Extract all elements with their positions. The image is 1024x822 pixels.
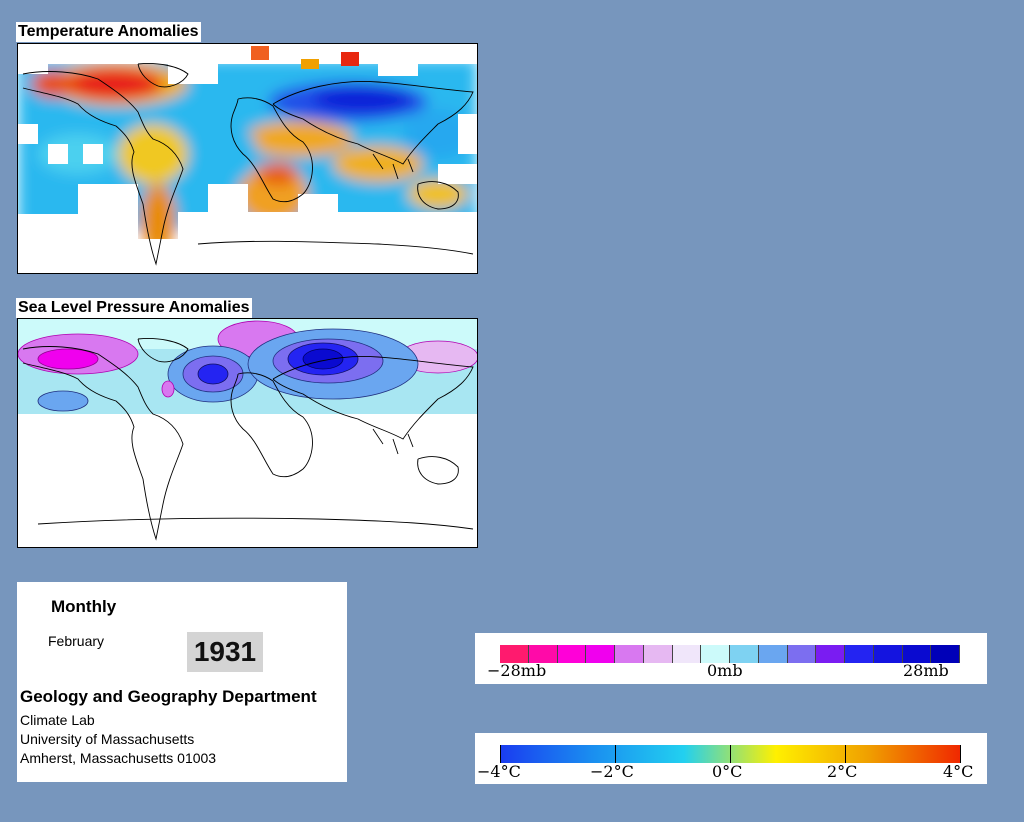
pressure-swatch — [816, 645, 845, 663]
pressure-swatch — [758, 645, 788, 663]
temperature-anomaly-map — [17, 43, 478, 274]
coastlines — [22, 338, 474, 541]
temperature-label-neg4: −4°C — [477, 762, 521, 781]
pressure-colorbar — [500, 645, 960, 663]
pressure-swatch — [615, 645, 644, 663]
temperature-label-2: 2°C — [827, 762, 858, 781]
pressure-swatch — [845, 645, 874, 663]
pressure-swatch — [500, 645, 529, 663]
address-label: Amherst, Massachusetts 01003 — [20, 750, 217, 766]
pressure-swatch — [902, 645, 932, 663]
lab-label: Climate Lab — [20, 712, 95, 728]
pressure-swatch — [643, 645, 673, 663]
pressure-swatch — [701, 645, 730, 663]
pressure-swatch — [672, 645, 702, 663]
pressure-swatch — [873, 645, 903, 663]
pressure-label-max: 28mb — [903, 661, 949, 680]
temperature-tick — [500, 745, 501, 763]
temperature-tick — [960, 745, 961, 763]
info-panel: Monthly February 1931 Geology and Geogra… — [17, 582, 347, 782]
pressure-map-title: Sea Level Pressure Anomalies — [16, 298, 252, 318]
pressure-swatch — [931, 645, 960, 663]
period-label: Monthly — [51, 597, 117, 616]
pressure-anomaly-map — [17, 318, 478, 548]
pressure-label-min: −28mb — [487, 661, 547, 680]
temperature-tick — [615, 745, 616, 763]
pressure-swatch — [787, 645, 817, 663]
temperature-label-neg2: −2°C — [590, 762, 634, 781]
pressure-swatch — [730, 645, 759, 663]
year-display: 1931 — [187, 632, 263, 672]
coastlines — [22, 63, 474, 266]
pressure-legend: −28mb 0mb 28mb — [475, 633, 987, 684]
pressure-swatch — [586, 645, 615, 663]
temperature-label-4: 4°C — [943, 762, 974, 781]
university-label: University of Massachusetts — [20, 731, 195, 747]
month-label: February — [48, 633, 105, 649]
temperature-label-zero: 0°C — [712, 762, 743, 781]
pressure-anomaly-field — [18, 319, 477, 547]
temperature-legend: −4°C −2°C 0°C 2°C 4°C — [475, 733, 987, 784]
temperature-colorbar — [500, 745, 961, 763]
pressure-label-zero: 0mb — [707, 661, 743, 680]
temperature-tick — [730, 745, 731, 763]
department-label: Geology and Geography Department — [20, 687, 317, 706]
pressure-swatch — [557, 645, 587, 663]
temperature-map-title: Temperature Anomalies — [16, 22, 201, 42]
temperature-tick — [845, 745, 846, 763]
pressure-swatch — [528, 645, 558, 663]
